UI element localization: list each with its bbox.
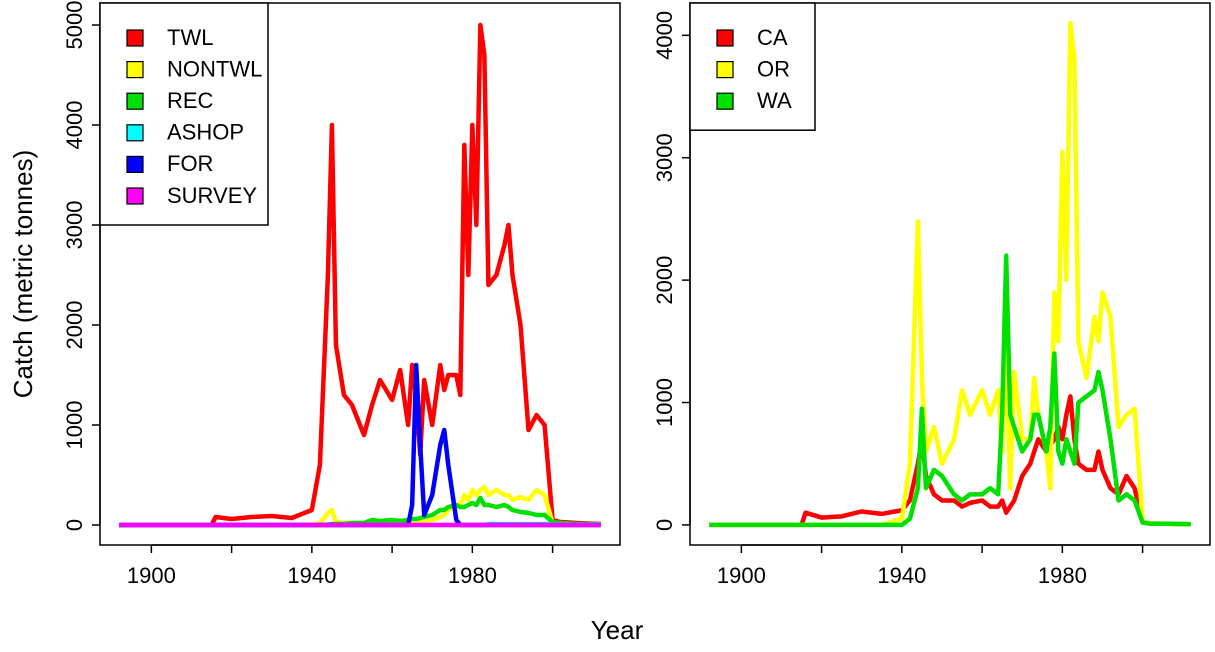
y-tick-label: 2000	[652, 256, 677, 305]
legend-swatch	[126, 124, 144, 142]
series-line	[119, 22, 601, 528]
y-tick-label: 3000	[62, 201, 87, 250]
legend-box	[689, 2, 816, 131]
y-tick-label: 3000	[652, 133, 677, 182]
x-tick-label: 1940	[287, 563, 336, 588]
y-tick-label: 4000	[652, 11, 677, 60]
legend-swatch	[126, 60, 144, 79]
x-tick-label: 1900	[717, 563, 766, 588]
legend-swatch	[126, 29, 144, 47]
y-tick-label: 0	[652, 519, 677, 531]
y-axis-title: Catch (metric tonnes)	[8, 150, 38, 399]
series-line	[119, 484, 601, 528]
y-tick-label: 2000	[62, 301, 87, 350]
legend-label: OR	[757, 56, 790, 81]
legend-label: FOR	[167, 151, 213, 176]
legend-swatch	[716, 60, 734, 79]
legend-label: ASHOP	[167, 120, 244, 145]
x-tick-label: 1980	[448, 563, 497, 588]
legend-swatch	[126, 155, 144, 173]
plot-frame	[99, 2, 621, 546]
y-tick-label: 5000	[62, 1, 87, 50]
legend-swatch	[126, 187, 144, 205]
x-tick-label: 1900	[127, 563, 176, 588]
legend-label: SURVEY	[167, 183, 257, 208]
x-axis-title: Year	[591, 615, 644, 645]
x-tick-label: 1940	[877, 563, 926, 588]
legend-label: WA	[757, 88, 792, 113]
series-line	[709, 394, 1191, 528]
legend-label: TWL	[167, 25, 213, 50]
legend-swatch	[716, 29, 734, 47]
legend-label: NONTWL	[167, 56, 262, 81]
legend-label: REC	[167, 88, 214, 113]
y-tick-label: 0	[62, 519, 87, 531]
legend-swatch	[126, 92, 144, 110]
legend-swatch	[716, 92, 734, 110]
series-line	[709, 20, 1191, 528]
legend-label: CA	[757, 25, 788, 50]
y-tick-label: 1000	[62, 401, 87, 450]
series-line	[709, 253, 1191, 528]
y-tick-label: 4000	[62, 101, 87, 150]
x-tick-label: 1980	[1038, 563, 1087, 588]
plot-frame	[689, 2, 1211, 546]
y-tick-label: 1000	[652, 378, 677, 427]
